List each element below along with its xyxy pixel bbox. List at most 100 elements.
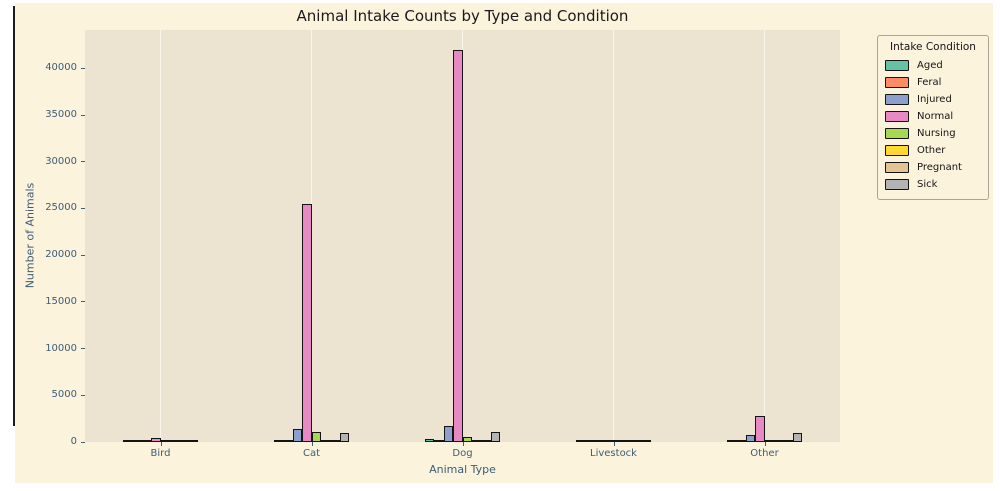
bar-cat-sick <box>339 433 350 442</box>
bar-bird-pregnant <box>179 440 189 442</box>
y-tick-mark <box>81 394 85 396</box>
bar-cat-pregnant <box>330 440 340 442</box>
x-tick-label-cat: Cat <box>302 448 321 459</box>
bar-cat-injured <box>292 429 303 442</box>
gridline-dog <box>462 30 463 442</box>
y-tick-label-15000: 15000 <box>45 295 77 307</box>
y-tick-mark <box>81 114 85 116</box>
x-tick-label-bird: Bird <box>150 448 171 459</box>
y-tick-label-5000: 5000 <box>51 389 77 401</box>
gridline-livestock <box>613 30 614 442</box>
bar-bird-sick <box>188 440 199 442</box>
bar-other-sick <box>792 433 803 442</box>
legend-swatch-feral <box>885 77 909 88</box>
legend-swatch-other <box>885 145 909 156</box>
bar-bird-aged <box>122 440 133 442</box>
legend-swatch-nursing <box>885 128 909 139</box>
legend-label-aged: Aged <box>917 60 943 71</box>
legend-swatch-aged <box>885 60 909 71</box>
legend-label-pregnant: Pregnant <box>917 162 962 173</box>
bar-cat-feral <box>283 440 293 442</box>
legend-item-injured: Injured <box>885 91 981 108</box>
bar-dog-normal <box>453 50 463 442</box>
legend-title: Intake Condition <box>890 41 976 53</box>
bar-livestock-sick <box>641 440 652 442</box>
bar-dog-aged <box>424 439 435 442</box>
bar-livestock-feral <box>585 440 595 442</box>
y-tick-label-40000: 40000 <box>45 62 77 74</box>
bar-bird-feral <box>132 440 142 442</box>
bar-livestock-aged <box>575 440 586 442</box>
bar-livestock-nursing <box>613 440 623 442</box>
legend-item-feral: Feral <box>885 74 981 91</box>
bar-other-pregnant <box>783 440 793 442</box>
bar-bird-nursing <box>160 440 170 442</box>
bar-dog-injured <box>443 426 454 442</box>
legend-item-nursing: Nursing <box>885 125 981 142</box>
legend-swatch-normal <box>885 111 909 122</box>
bar-cat-other <box>320 440 331 442</box>
bar-livestock-pregnant <box>632 440 642 442</box>
y-tick-label-20000: 20000 <box>45 249 77 261</box>
legend-label-feral: Feral <box>917 77 942 88</box>
bar-dog-sick <box>490 432 501 442</box>
y-tick-mark <box>81 301 85 303</box>
gridline-cat <box>311 30 312 442</box>
figure-canvas: Animal Intake Counts by Type and Conditi… <box>15 3 993 483</box>
bar-cat-nursing <box>311 432 321 442</box>
y-tick-label-25000: 25000 <box>45 202 77 214</box>
legend-item-other: Other <box>885 142 981 159</box>
x-tick-mark <box>311 442 313 446</box>
legend-item-aged: Aged <box>885 57 981 74</box>
window-left-edge <box>13 6 15 426</box>
plot-area <box>85 30 840 442</box>
y-tick-label-0: 0 <box>70 436 77 447</box>
bar-livestock-other <box>622 440 633 442</box>
y-axis-label: Number of Animals <box>23 182 37 289</box>
legend-item-sick: Sick <box>885 176 981 193</box>
gridline-bird <box>160 30 161 442</box>
legend-swatch-injured <box>885 94 909 105</box>
bar-dog-other <box>471 440 482 442</box>
x-tick-mark <box>160 442 162 446</box>
legend-label-injured: Injured <box>917 94 952 105</box>
y-tick-mark <box>81 348 85 350</box>
x-tick-mark <box>462 442 464 446</box>
bar-dog-feral <box>434 440 444 442</box>
y-tick-label-35000: 35000 <box>45 109 77 121</box>
y-tick-mark <box>81 161 85 163</box>
legend-item-normal: Normal <box>885 108 981 125</box>
bar-other-feral <box>736 440 746 442</box>
y-tick-mark <box>81 67 85 69</box>
legend-item-pregnant: Pregnant <box>885 159 981 176</box>
legend-label-normal: Normal <box>917 111 954 122</box>
x-tick-mark <box>613 442 615 446</box>
gridline-other <box>764 30 765 442</box>
bar-other-normal <box>755 416 765 442</box>
chart-title: Animal Intake Counts by Type and Conditi… <box>296 7 629 25</box>
legend-label-other: Other <box>917 145 946 156</box>
y-tick-label-30000: 30000 <box>45 155 77 167</box>
x-tick-label-dog: Dog <box>452 448 473 459</box>
legend-label-sick: Sick <box>917 179 938 190</box>
x-axis-label: Animal Type <box>429 463 496 476</box>
bar-other-injured <box>745 435 756 442</box>
bar-other-other <box>773 440 784 442</box>
bar-other-aged <box>726 440 737 442</box>
legend: Intake Condition Aged Feral Injured Normal N… <box>877 35 989 200</box>
bar-cat-aged <box>273 440 284 442</box>
legend-swatch-sick <box>885 179 909 190</box>
x-tick-label-other: Other <box>750 448 779 459</box>
x-tick-mark <box>764 442 766 446</box>
bar-cat-normal <box>302 204 312 442</box>
bar-livestock-normal <box>604 440 614 442</box>
bar-livestock-injured <box>594 440 605 442</box>
bar-bird-injured <box>141 440 152 442</box>
y-tick-label-10000: 10000 <box>45 342 77 354</box>
legend-swatch-pregnant <box>885 162 909 173</box>
legend-label-nursing: Nursing <box>917 128 956 139</box>
bar-dog-pregnant <box>481 440 491 442</box>
y-tick-mark <box>81 254 85 256</box>
x-tick-label-livestock: Livestock <box>590 448 637 459</box>
